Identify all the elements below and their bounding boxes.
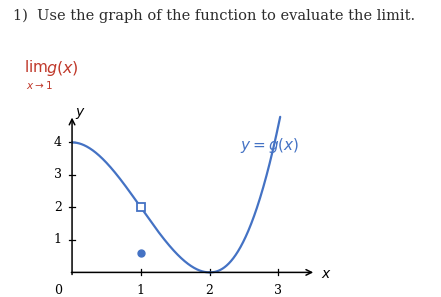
Text: 1: 1 bbox=[137, 284, 145, 297]
Text: 2: 2 bbox=[54, 201, 62, 214]
Text: $\lim$: $\lim$ bbox=[24, 59, 49, 75]
Text: 2: 2 bbox=[206, 284, 213, 297]
Text: $x \to 1$: $x \to 1$ bbox=[26, 79, 52, 91]
Text: $x$: $x$ bbox=[321, 267, 332, 281]
Text: 4: 4 bbox=[54, 136, 62, 149]
Text: $y$: $y$ bbox=[75, 106, 86, 121]
Text: $y = g(x)$: $y = g(x)$ bbox=[240, 136, 300, 155]
Text: 1)  Use the graph of the function to evaluate the limit.: 1) Use the graph of the function to eval… bbox=[13, 9, 415, 23]
Text: $g(x)$: $g(x)$ bbox=[46, 59, 79, 78]
Text: 3: 3 bbox=[54, 168, 62, 181]
Text: 1: 1 bbox=[54, 233, 62, 247]
Text: 0: 0 bbox=[54, 284, 62, 297]
Text: 3: 3 bbox=[274, 284, 282, 297]
